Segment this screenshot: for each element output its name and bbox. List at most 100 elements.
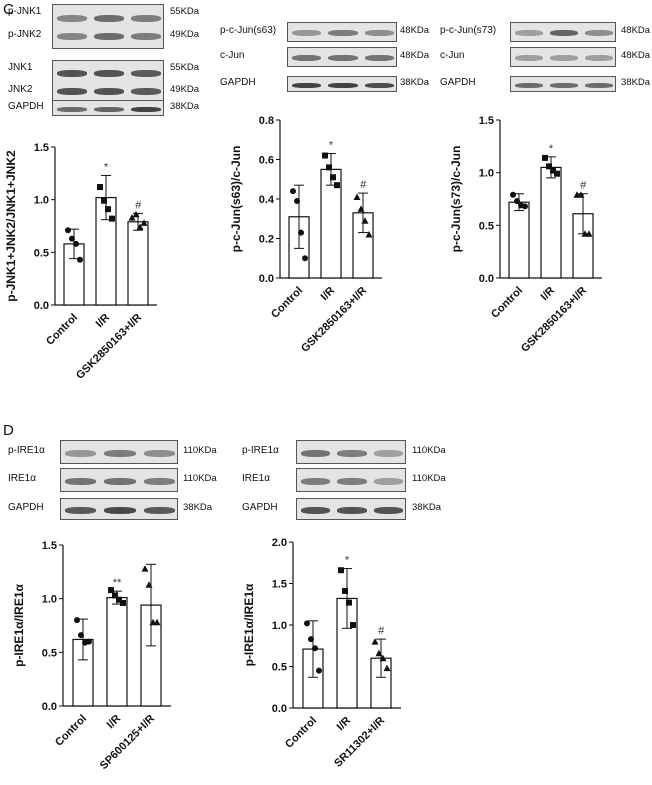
molecular-weight-label: 38KDa <box>400 77 430 88</box>
data-point <box>322 152 328 159</box>
data-point <box>302 255 308 262</box>
blot-band <box>365 55 395 61</box>
data-point <box>371 638 379 645</box>
x-tick-label: I/R <box>94 312 112 330</box>
blot-band <box>514 82 543 88</box>
blot-band <box>64 477 97 485</box>
significance-mark: * <box>104 161 109 173</box>
blot-band <box>300 449 330 457</box>
bar <box>508 201 530 279</box>
blot-strip <box>52 4 164 49</box>
molecular-weight-label: 110KDa <box>412 473 446 484</box>
y-axis-label: p-IRE1α/IRE1α <box>12 583 26 666</box>
blot-band <box>94 15 124 22</box>
blot-strip <box>52 60 164 103</box>
chart-pcjun-s73-ratio: 0.0 0.5 1.0 1.5 p-c-Jun(s73)/c-Jun Control * I/… <box>449 115 602 355</box>
blot-band <box>56 33 87 40</box>
y-tick-label: 0.5 <box>42 647 57 659</box>
data-point <box>298 229 304 236</box>
molecular-weight-label: 48KDa <box>621 25 651 36</box>
data-point <box>326 164 332 171</box>
blot-band <box>143 477 176 485</box>
data-point <box>357 205 365 212</box>
bar <box>106 596 128 707</box>
x-tick-label: Control <box>44 312 80 348</box>
data-point <box>304 620 310 627</box>
blot-band <box>374 506 404 514</box>
blot-protein-label: GAPDH <box>440 77 476 88</box>
blot-band <box>56 15 87 22</box>
bar <box>540 166 562 279</box>
blot-band <box>585 82 614 88</box>
blot-strip <box>60 468 178 492</box>
data-point <box>290 188 296 195</box>
data-point <box>153 618 161 626</box>
blot-protein-label: GAPDH <box>8 101 44 112</box>
blot-band <box>337 477 367 485</box>
molecular-weight-label: 49KDa <box>170 83 200 95</box>
panel-letter-c: C <box>3 1 14 18</box>
x-tick-label: I/R <box>335 715 353 733</box>
data-point <box>308 636 314 643</box>
blot-band <box>56 70 87 78</box>
molecular-weight-label: 38KDa <box>170 101 200 112</box>
y-tick-label: 1.0 <box>272 620 287 632</box>
blot-strip <box>510 47 616 67</box>
molecular-weight-label: 55KDa <box>170 6 200 17</box>
blot-band <box>337 449 367 457</box>
data-point <box>101 197 107 204</box>
data-point <box>112 592 118 599</box>
data-point <box>141 565 149 572</box>
blot-strip <box>60 440 178 464</box>
data-point <box>346 599 352 606</box>
data-point <box>294 197 300 204</box>
data-point <box>379 654 387 662</box>
data-point <box>365 231 373 238</box>
blot-protein-label: c-Jun <box>440 50 465 61</box>
data-point <box>65 227 71 234</box>
y-tick-label: 1.0 <box>479 168 494 180</box>
blot-band <box>549 82 579 88</box>
significance-mark: ** <box>113 577 122 589</box>
blot-protein-label: p-IRE1α <box>242 445 279 456</box>
blot-protein-label: JNK1 <box>8 62 33 73</box>
x-tick-label: Control <box>53 713 89 749</box>
blot-band <box>94 106 124 112</box>
blot-protein-label: p-JNK2 <box>8 28 42 40</box>
chart-pcjun-s63-ratio: 0.0 0.2 0.4 0.6 0.8 p-c-Jun(s63)/c-Jun Control… <box>229 115 382 355</box>
blot-band <box>131 87 162 95</box>
data-point <box>342 587 348 594</box>
data-point <box>97 184 103 191</box>
molecular-weight-label: 38KDa <box>183 502 213 513</box>
x-tick-label: I/R <box>539 285 557 303</box>
blot-strip <box>510 76 616 92</box>
data-point <box>77 256 83 263</box>
y-axis-label: p-c-Jun(s73)/c-Jun <box>449 146 463 253</box>
y-tick-label: 0.0 <box>272 703 287 715</box>
data-point <box>353 193 361 201</box>
y-tick-label: 0.5 <box>479 220 494 232</box>
significance-mark: * <box>549 143 554 155</box>
y-tick-label: 0.0 <box>34 300 49 312</box>
y-tick-label: 0.0 <box>479 273 494 285</box>
significance-mark: # <box>135 199 142 211</box>
blot-strip <box>296 468 406 492</box>
data-point <box>120 599 126 606</box>
y-tick-label: 2.0 <box>272 537 287 549</box>
blot-protein-label: GAPDH <box>8 502 44 513</box>
blot-band <box>64 449 97 457</box>
blot-strip <box>287 22 397 42</box>
data-point <box>375 649 383 657</box>
blot-protein-label: p-c-Jun(s73) <box>440 25 497 36</box>
data-point <box>585 230 593 237</box>
blot-band <box>104 506 136 514</box>
data-point <box>330 174 336 181</box>
data-point <box>312 645 318 652</box>
molecular-weight-label: 49KDa <box>170 28 200 40</box>
blot-band <box>585 55 614 61</box>
data-point <box>554 170 560 177</box>
molecular-weight-label: 48KDa <box>400 25 430 36</box>
significance-mark: * <box>345 555 350 567</box>
blot-strip <box>60 498 178 520</box>
data-point <box>577 191 585 198</box>
